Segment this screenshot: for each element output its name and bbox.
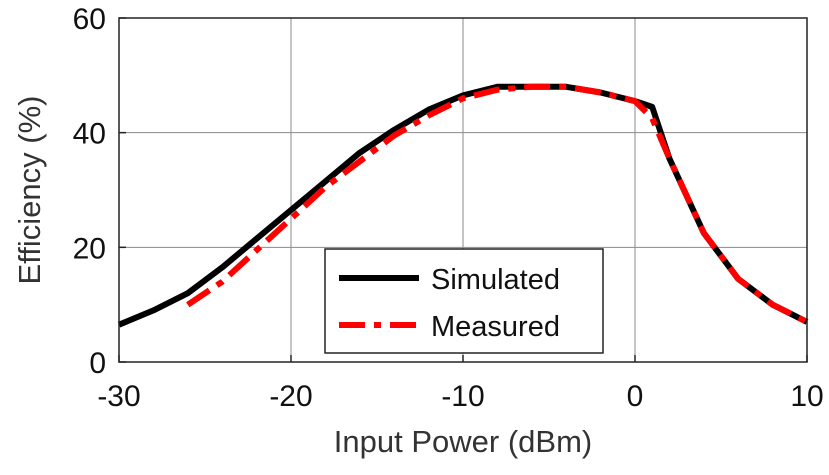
- x-tick-label: -30: [97, 380, 140, 413]
- legend-box: [324, 248, 604, 354]
- y-axis-title: Efficiency (%): [12, 96, 47, 285]
- series-layer: [117, 83, 809, 328]
- y-tick-label: 0: [89, 347, 106, 380]
- x-axis-title: Input Power (dBm): [334, 424, 592, 459]
- legend-label-simulated: Simulated: [431, 264, 560, 296]
- y-tick-label: 60: [73, 3, 106, 36]
- series-line-measured: [186, 83, 809, 325]
- legend: Simulated Measured: [324, 248, 604, 354]
- y-tick-label: 20: [73, 232, 106, 265]
- x-tick-label: 0: [627, 380, 644, 413]
- x-tick-label: -10: [441, 380, 484, 413]
- y-tick-label: 40: [73, 118, 106, 151]
- ticks: [118, 17, 808, 363]
- legend-label-measured: Measured: [431, 311, 560, 343]
- x-tick-label: -20: [269, 380, 312, 413]
- x-tick-label: 10: [790, 380, 823, 413]
- tick-labels: -30 -20 -10 0 10 0 20 40 60: [73, 3, 824, 413]
